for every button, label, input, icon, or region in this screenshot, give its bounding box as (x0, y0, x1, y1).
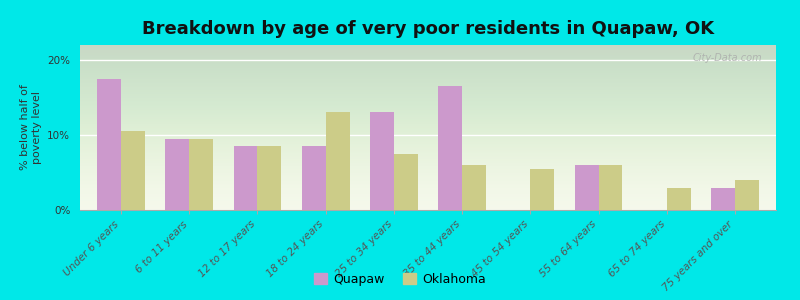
Legend: Quapaw, Oklahoma: Quapaw, Oklahoma (310, 268, 490, 291)
Bar (97, 79, 121, 210)
Bar (121, 131, 145, 210)
Bar (234, 146, 258, 210)
Bar (574, 165, 598, 210)
Bar (530, 169, 554, 210)
Bar (326, 112, 350, 210)
Y-axis label: % below half of
poverty level: % below half of poverty level (20, 85, 42, 170)
Bar (258, 146, 282, 210)
Text: City-Data.com: City-Data.com (693, 53, 762, 63)
Bar (370, 112, 394, 210)
Bar (462, 165, 486, 210)
Bar (667, 188, 690, 210)
Bar (711, 188, 735, 210)
Bar (189, 139, 213, 210)
Bar (438, 86, 462, 210)
Bar (598, 165, 622, 210)
Title: Breakdown by age of very poor residents in Quapaw, OK: Breakdown by age of very poor residents … (142, 20, 714, 38)
Bar (166, 139, 189, 210)
Bar (302, 146, 326, 210)
Bar (735, 180, 759, 210)
Bar (394, 154, 418, 210)
